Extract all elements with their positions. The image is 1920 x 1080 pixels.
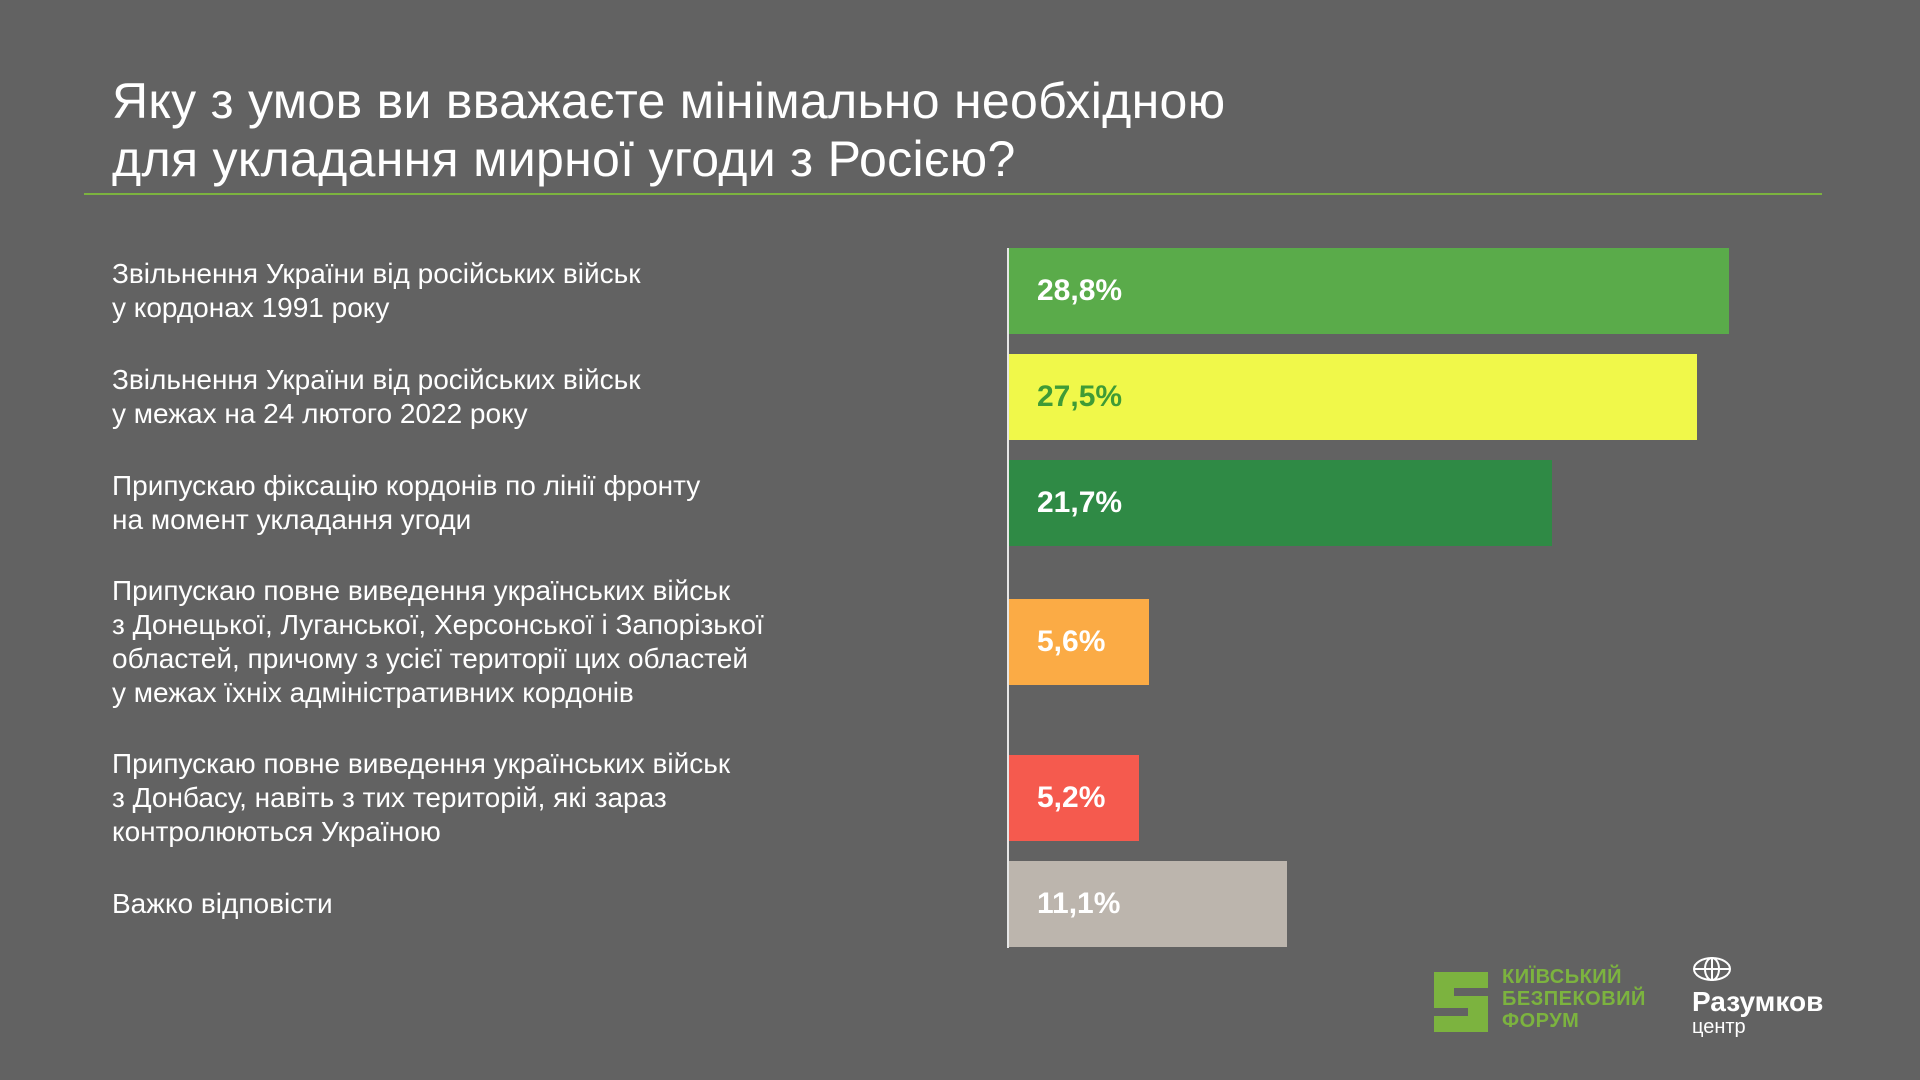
kbf-logo-line-1: КИЇВСЬКИЙ [1502, 966, 1623, 988]
bar-value-label-5: 5,2% [1037, 781, 1106, 814]
category-label-4-line-1: Припускаю повне виведення українських ві… [112, 575, 731, 606]
chart-title-line-2: для укладання мирної угоди з Росією? [112, 131, 1016, 187]
category-label-2: Звільнення України від російських військ… [112, 363, 640, 431]
category-label-4-line-2: з Донецької, Луганської, Херсонської і З… [112, 609, 764, 640]
kbf-logo-text: КИЇВСЬКИЙ БЕЗПЕКОВИЙ ФОРУМ [1502, 966, 1646, 1032]
category-label-2-line-1: Звільнення України від російських військ [112, 364, 641, 395]
bar-1 [1009, 248, 1729, 334]
bar-value-label-1: 28,8% [1037, 274, 1123, 307]
title-divider [84, 193, 1822, 195]
bar-value-label-3: 21,7% [1037, 486, 1123, 519]
bar-4 [1009, 599, 1149, 685]
razumkov-subtitle: центр [1692, 1016, 1746, 1038]
bar-value-label-4: 5,6% [1037, 625, 1106, 658]
category-label-5-line-2: з Донбасу, навіть з тих територій, які з… [112, 782, 667, 813]
bar-value-label-2: 27,5% [1037, 380, 1123, 413]
category-label-6: Важко відповісти [112, 887, 333, 921]
bar-6 [1009, 861, 1287, 947]
kbf-logo-line-2: БЕЗПЕКОВИЙ [1502, 988, 1646, 1010]
category-label-3: Припускаю фіксацію кордонів по лінії фро… [112, 469, 700, 537]
category-label-1: Звільнення України від російських військ… [112, 257, 640, 325]
globe-icon [1693, 957, 1731, 981]
category-label-3-line-2: на момент укладання угоди [112, 504, 472, 535]
category-label-5-line-1: Припускаю повне виведення українських ві… [112, 748, 731, 779]
category-label-5: Припускаю повне виведення українських ві… [112, 747, 730, 849]
category-label-4: Припускаю повне виведення українських ві… [112, 574, 764, 710]
category-label-2-line-2: у межах на 24 лютого 2022 року [112, 398, 528, 429]
category-label-1-line-2: у кордонах 1991 року [112, 292, 390, 323]
chart-axis-line [1007, 248, 1009, 948]
category-label-4-line-3: областей, причому з усієї території цих … [112, 643, 748, 674]
kbf-logo-icon [1434, 972, 1488, 1032]
bar-3 [1009, 460, 1552, 546]
category-label-1-line-1: Звільнення України від російських військ [112, 258, 641, 289]
chart-title: Яку з умов ви вважаєте мінімально необхі… [112, 72, 1225, 188]
bar-2 [1009, 354, 1697, 440]
razumkov-name: Разумков [1692, 986, 1824, 1017]
category-label-6-line-1: Важко відповісти [112, 888, 333, 919]
category-label-5-line-3: контролюються Україною [112, 816, 441, 847]
bar-value-label-6: 11,1% [1037, 887, 1121, 920]
category-label-3-line-1: Припускаю фіксацію кордонів по лінії фро… [112, 470, 701, 501]
kbf-logo-line-3: ФОРУМ [1502, 1010, 1580, 1032]
bar-5 [1009, 755, 1139, 841]
category-label-4-line-4: у межах їхніх адміністративних кордонів [112, 677, 634, 708]
chart-title-line-1: Яку з умов ви вважаєте мінімально необхі… [112, 73, 1226, 129]
